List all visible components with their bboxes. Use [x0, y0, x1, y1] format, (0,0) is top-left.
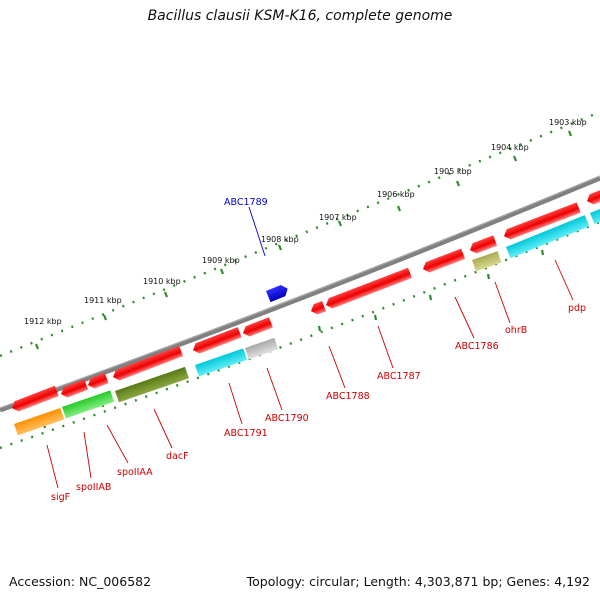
gene-arrow-ohrb-red[interactable]: [468, 235, 498, 255]
gene-bar-edge[interactable]: [590, 205, 600, 225]
scale-label-1911: 1911 kbp: [84, 296, 122, 305]
gene-arrow-dacf-red[interactable]: [111, 345, 184, 382]
gene-bar-pdp[interactable]: [505, 215, 590, 259]
inner-scale-track: [0, 220, 600, 450]
gene-arrow-pdp-red[interactable]: [502, 202, 581, 241]
gene-label-ohrb: ohrB: [505, 325, 527, 336]
gene-label-pdp: pdp: [568, 303, 586, 314]
gene-arrow-abc1790-red[interactable]: [241, 317, 273, 338]
gene-bar-abc1791[interactable]: [195, 348, 248, 377]
scale-label-1905: 1905 kbp: [434, 167, 472, 176]
gene-abc1789-arrow[interactable]: [266, 283, 290, 303]
scale-label-1906: 1906 kbp: [377, 190, 415, 199]
gene-arrow-sigf-red[interactable]: [10, 385, 59, 413]
genome-backbone: [0, 175, 600, 413]
gene-label-abc1791: ABC1791: [224, 428, 268, 439]
gene-arrow-abc1787-red[interactable]: [324, 267, 412, 311]
gene-label-abc1790: ABC1790: [265, 413, 309, 424]
gene-bar-abc1790[interactable]: [245, 337, 279, 360]
scale-label-1912: 1912 kbp: [24, 317, 62, 326]
topology-text: Topology: circular; Length: 4,303,871 bp…: [246, 574, 590, 589]
genome-backbone-highlight: [0, 175, 600, 409]
gene-label-abc1788: ABC1788: [326, 391, 370, 402]
gene-label-abc1786: ABC1786: [455, 341, 499, 352]
gene-label-abc1787: ABC1787: [377, 371, 421, 382]
gene-arrow-spoiiab-red[interactable]: [59, 379, 89, 399]
gene-arrow-spoiiaa-red[interactable]: [86, 372, 109, 390]
outer-major-ticks: [34, 130, 573, 350]
scale-label-1903: 1903 kbp: [549, 118, 587, 127]
gene-label-sigf: sigF: [51, 492, 70, 503]
gene-bar-spoiiab[interactable]: [62, 390, 115, 419]
map-title: Bacillus clausii KSM-K16, complete genom…: [147, 8, 453, 24]
label-leader-lines: [46, 206, 574, 489]
gene-label-dacf: dacF: [166, 451, 189, 462]
accession-text: Accession: NC_006582: [9, 574, 152, 589]
scale-label-1908: 1908 kbp: [261, 235, 299, 244]
gene-bar-sigf[interactable]: [14, 408, 65, 436]
scale-label-1904: 1904 kbp: [491, 143, 529, 152]
gene-bar-ohrb[interactable]: [472, 251, 502, 272]
gene-row-red: [10, 185, 600, 413]
gene-arrow-abc1788-red[interactable]: [309, 300, 327, 316]
gene-label-spoiiaa: spoIIAA: [117, 467, 153, 478]
gene-arrow-edge-red[interactable]: [585, 185, 600, 206]
gene-label-abc1789: ABC1789: [224, 197, 268, 208]
gene-arrow-abc1786-red[interactable]: [421, 248, 466, 275]
gene-bar-dacf[interactable]: [115, 366, 189, 403]
gene-row-colored: [14, 205, 600, 436]
scale-label-1910: 1910 kbp: [143, 277, 181, 286]
scale-label-1907: 1907 kbp: [319, 213, 357, 222]
gene-label-spoiiab: spoIIAB: [76, 482, 111, 493]
gene-arrow-abc1791-red[interactable]: [191, 327, 242, 355]
scale-label-1909: 1909 kbp: [202, 256, 240, 265]
